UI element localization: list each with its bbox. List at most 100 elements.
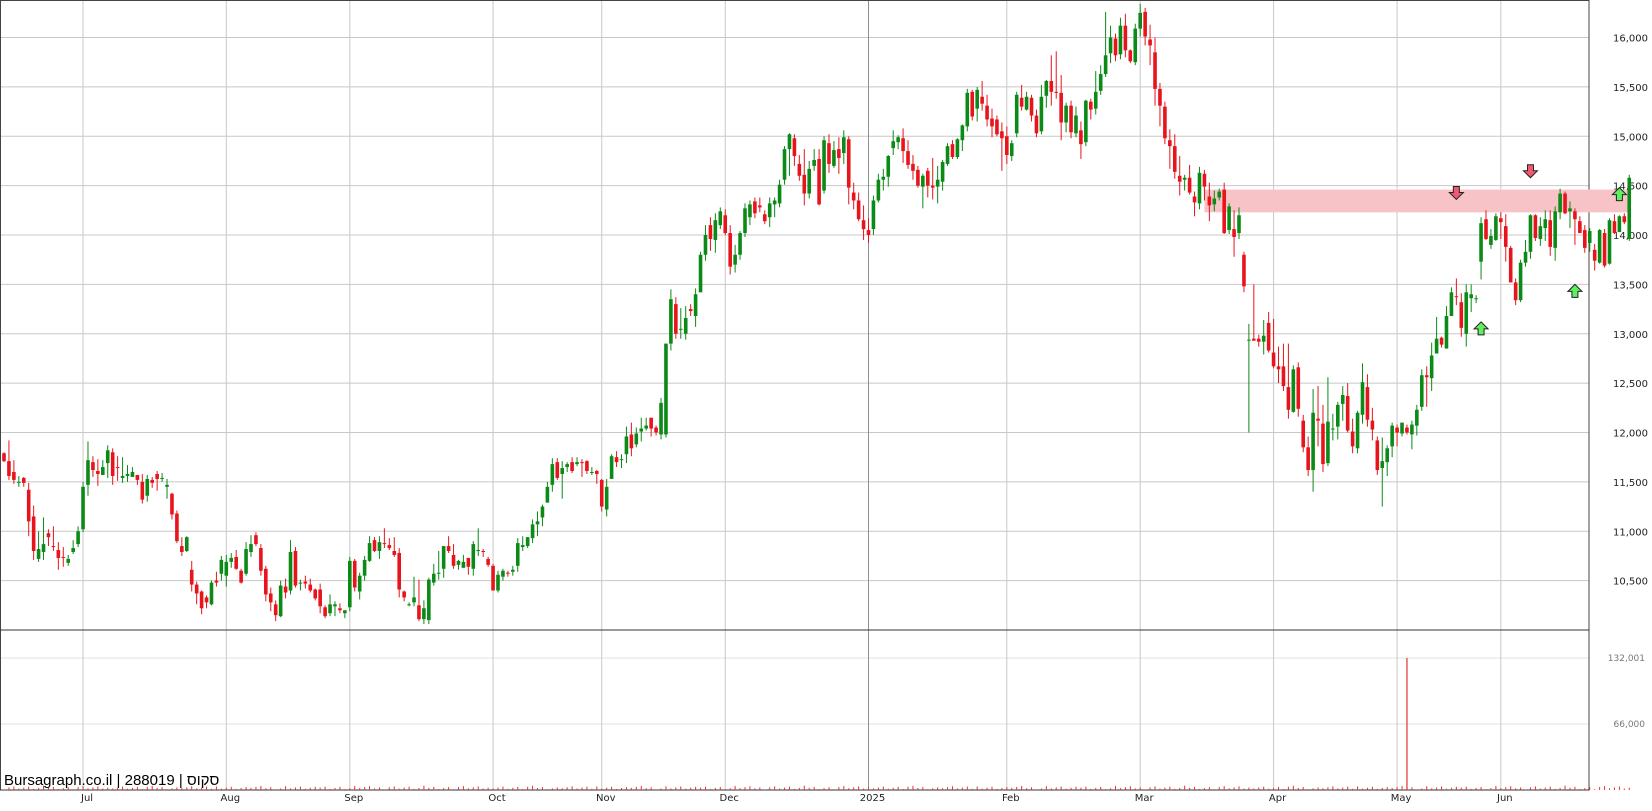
candle-body — [1143, 11, 1147, 37]
candle-body — [456, 560, 461, 565]
candle-body — [288, 551, 293, 591]
x-tick-label: Feb — [1002, 793, 1020, 804]
candle-body — [1054, 91, 1059, 93]
candle-body — [1133, 28, 1138, 63]
candle-body — [1528, 215, 1533, 252]
candle-body — [515, 543, 520, 566]
candle-body — [639, 428, 644, 432]
candle-body — [1227, 206, 1231, 231]
candle-body — [451, 554, 456, 566]
candle-body — [1232, 229, 1236, 237]
candle-body — [525, 537, 530, 547]
candle-body — [283, 586, 288, 593]
candle-body — [125, 473, 130, 476]
candle-body — [1000, 131, 1004, 139]
candle-body — [352, 560, 357, 588]
candle-body — [723, 215, 728, 234]
candle-body — [1464, 292, 1469, 334]
candle-body — [940, 161, 945, 182]
candle-body — [748, 204, 752, 218]
candle-body — [930, 185, 935, 188]
candle-body — [155, 473, 159, 479]
candle-body — [634, 433, 639, 445]
candle-body — [367, 543, 372, 561]
candle-body — [377, 542, 382, 552]
candle-body — [1187, 177, 1192, 193]
candle-body — [703, 235, 708, 255]
candle-body — [46, 533, 51, 538]
candle-body — [1508, 247, 1513, 283]
candle-body — [1079, 130, 1083, 145]
candle-body — [466, 557, 471, 567]
candle-body — [1479, 223, 1483, 262]
candle-body — [782, 149, 787, 180]
candle-body — [1563, 193, 1567, 214]
candle-body — [990, 118, 994, 127]
candle-body — [807, 168, 812, 194]
candle-body — [866, 230, 871, 236]
candle-body — [1622, 216, 1627, 223]
candle-body — [189, 569, 194, 585]
candle-body — [249, 544, 253, 552]
candle-body — [397, 552, 401, 590]
candle-body — [357, 575, 362, 592]
candle-body — [407, 604, 411, 606]
candle-body — [851, 192, 856, 201]
candle-body — [1019, 97, 1024, 107]
candle-body — [945, 146, 950, 164]
candle-body — [955, 139, 960, 158]
candle-body — [580, 462, 584, 464]
candle-body — [1503, 226, 1508, 247]
candle-body — [293, 551, 298, 586]
candle-body — [590, 472, 594, 474]
candle-body — [753, 201, 757, 214]
candle-body — [328, 604, 332, 614]
candle-body — [1029, 97, 1034, 116]
candle-body — [545, 486, 550, 503]
candle-body — [1518, 262, 1523, 301]
candle-body — [540, 506, 545, 518]
candle-body — [1306, 447, 1310, 471]
candle-body — [1370, 420, 1375, 430]
candle-body — [1533, 215, 1538, 238]
candle-body — [511, 569, 515, 572]
candle-body — [165, 484, 169, 487]
candle-body — [96, 471, 100, 474]
candle-body — [1247, 339, 1251, 341]
candle-body — [362, 559, 367, 576]
candle-body — [1513, 282, 1518, 301]
candle-body — [1434, 338, 1439, 354]
candle-body — [1395, 427, 1399, 433]
candle-body — [1612, 221, 1617, 234]
candle-body — [145, 478, 150, 496]
candle-body — [1355, 412, 1360, 449]
candle-body — [338, 608, 342, 611]
candle-body — [891, 141, 895, 149]
price-tick-label: 11,000 — [1613, 527, 1648, 538]
candle-body — [950, 144, 955, 158]
x-tick-label: Nov — [596, 793, 616, 804]
candle-body — [1034, 115, 1039, 134]
candle-body — [1385, 448, 1389, 463]
buy-signal-arrow — [1472, 321, 1490, 336]
candle-body — [1044, 80, 1049, 96]
candle-body — [1197, 172, 1202, 204]
candle-body — [31, 516, 36, 552]
candle-body — [1148, 39, 1152, 46]
candle-body — [1350, 431, 1355, 447]
candle-body — [619, 459, 624, 461]
candle-body — [1103, 55, 1108, 75]
candle-body — [1415, 409, 1419, 426]
x-tick-label: Dec — [720, 793, 739, 804]
candle-body — [402, 591, 406, 598]
candle-body — [76, 531, 80, 545]
candle-body — [965, 92, 970, 127]
candle-body — [1523, 251, 1528, 263]
candle-body — [1558, 193, 1562, 213]
candle-body — [614, 457, 619, 463]
candle-body — [1592, 249, 1597, 261]
candle-body — [1064, 105, 1068, 123]
candle-body — [1340, 394, 1345, 404]
candle-body — [960, 125, 965, 141]
